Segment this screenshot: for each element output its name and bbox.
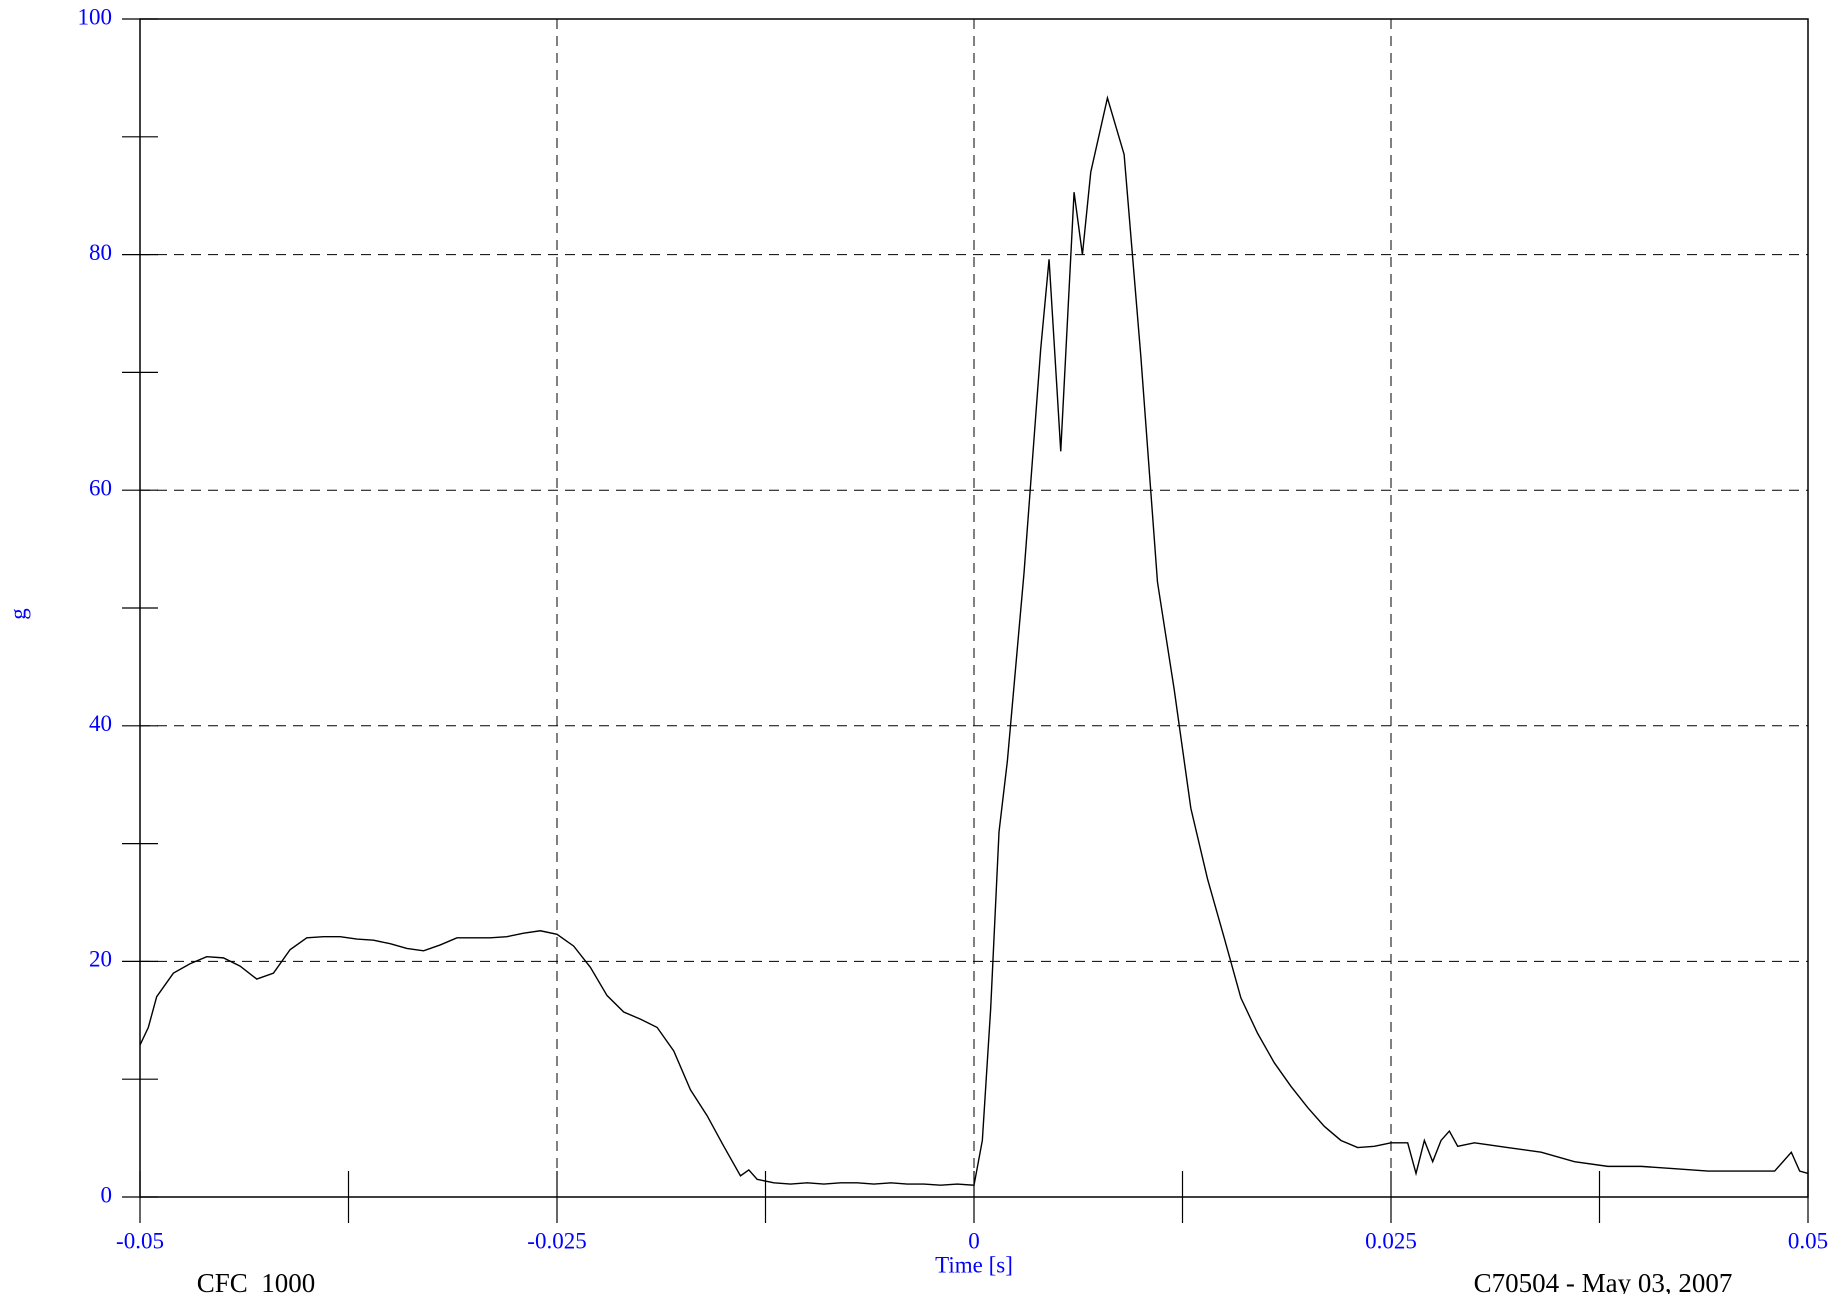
x-tick-label: 0.025	[1365, 1228, 1417, 1253]
footer-left: CFC_1000	[197, 1268, 316, 1294]
y-axis-label: g	[5, 608, 30, 620]
x-tick-label: 0	[968, 1228, 980, 1253]
footer-right: C70504 - May 03, 2007	[1474, 1268, 1733, 1294]
y-tick-label: 20	[89, 947, 112, 972]
y-tick-label: 60	[89, 475, 112, 500]
x-axis-label: Time [s]	[935, 1252, 1013, 1277]
data-line	[139, 95, 1809, 1186]
y-tick-label: 0	[101, 1182, 113, 1207]
y-tick-label: 100	[78, 4, 113, 29]
y-tick-label: 80	[89, 240, 112, 265]
y-tick-label: 40	[89, 711, 112, 736]
x-tick-label: 0.05	[1788, 1228, 1828, 1253]
x-tick-label: -0.025	[527, 1228, 586, 1253]
plot-frame	[139, 18, 1809, 1198]
x-tick-label: -0.05	[116, 1228, 164, 1253]
